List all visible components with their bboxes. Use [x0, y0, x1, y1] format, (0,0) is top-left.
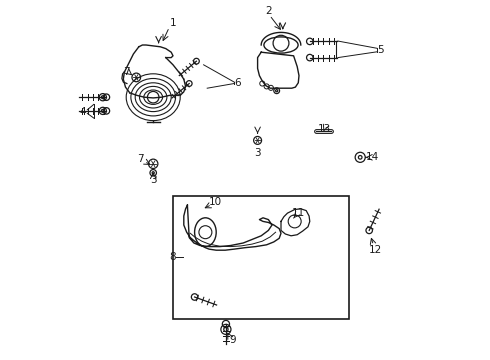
Text: 10: 10: [209, 197, 222, 207]
Text: 4: 4: [80, 107, 86, 117]
Text: 12: 12: [368, 245, 382, 255]
Text: 7: 7: [123, 67, 129, 77]
Text: 11: 11: [292, 208, 305, 218]
Bar: [173, 196, 349, 319]
Text: 9: 9: [229, 335, 236, 345]
Text: 13: 13: [318, 123, 331, 134]
Text: 5: 5: [377, 45, 383, 55]
Text: 1: 1: [170, 18, 176, 28]
Text: 8: 8: [169, 252, 175, 262]
Text: 6: 6: [235, 78, 241, 88]
Text: 3: 3: [254, 148, 261, 158]
Text: 2: 2: [265, 6, 272, 16]
Text: 7: 7: [137, 154, 144, 164]
Text: 3: 3: [150, 175, 156, 185]
Text: 14: 14: [366, 152, 379, 162]
